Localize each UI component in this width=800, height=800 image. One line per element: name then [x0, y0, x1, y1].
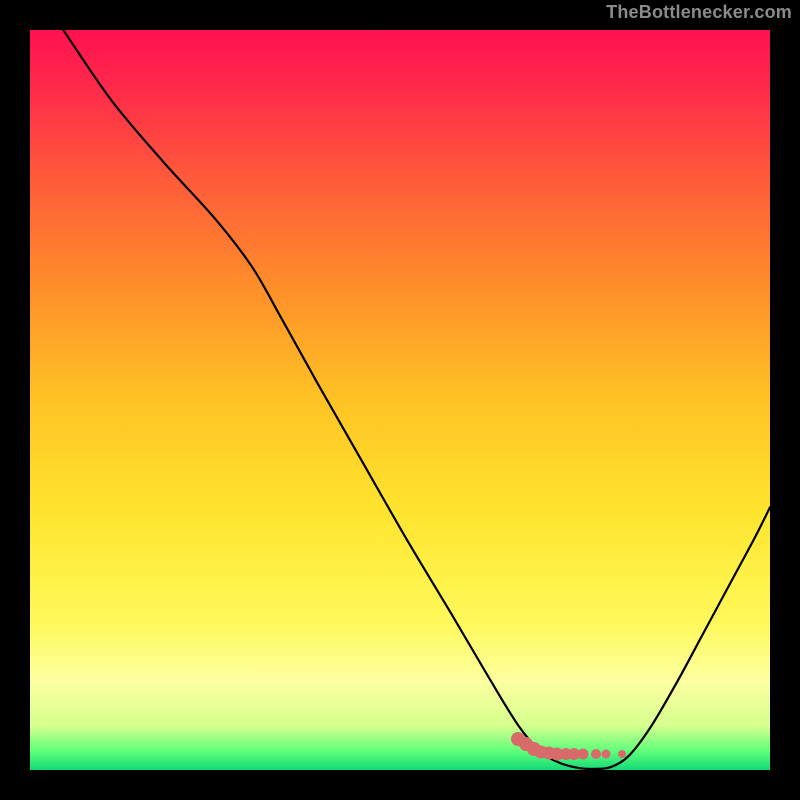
- marker-dot: [578, 749, 589, 760]
- marker-dot: [618, 750, 626, 758]
- bottleneck-chart: [0, 0, 800, 800]
- plot-background: [30, 30, 770, 770]
- marker-dot: [591, 749, 601, 759]
- marker-dot: [602, 750, 611, 759]
- chart-stage: TheBottlenecker.com: [0, 0, 800, 800]
